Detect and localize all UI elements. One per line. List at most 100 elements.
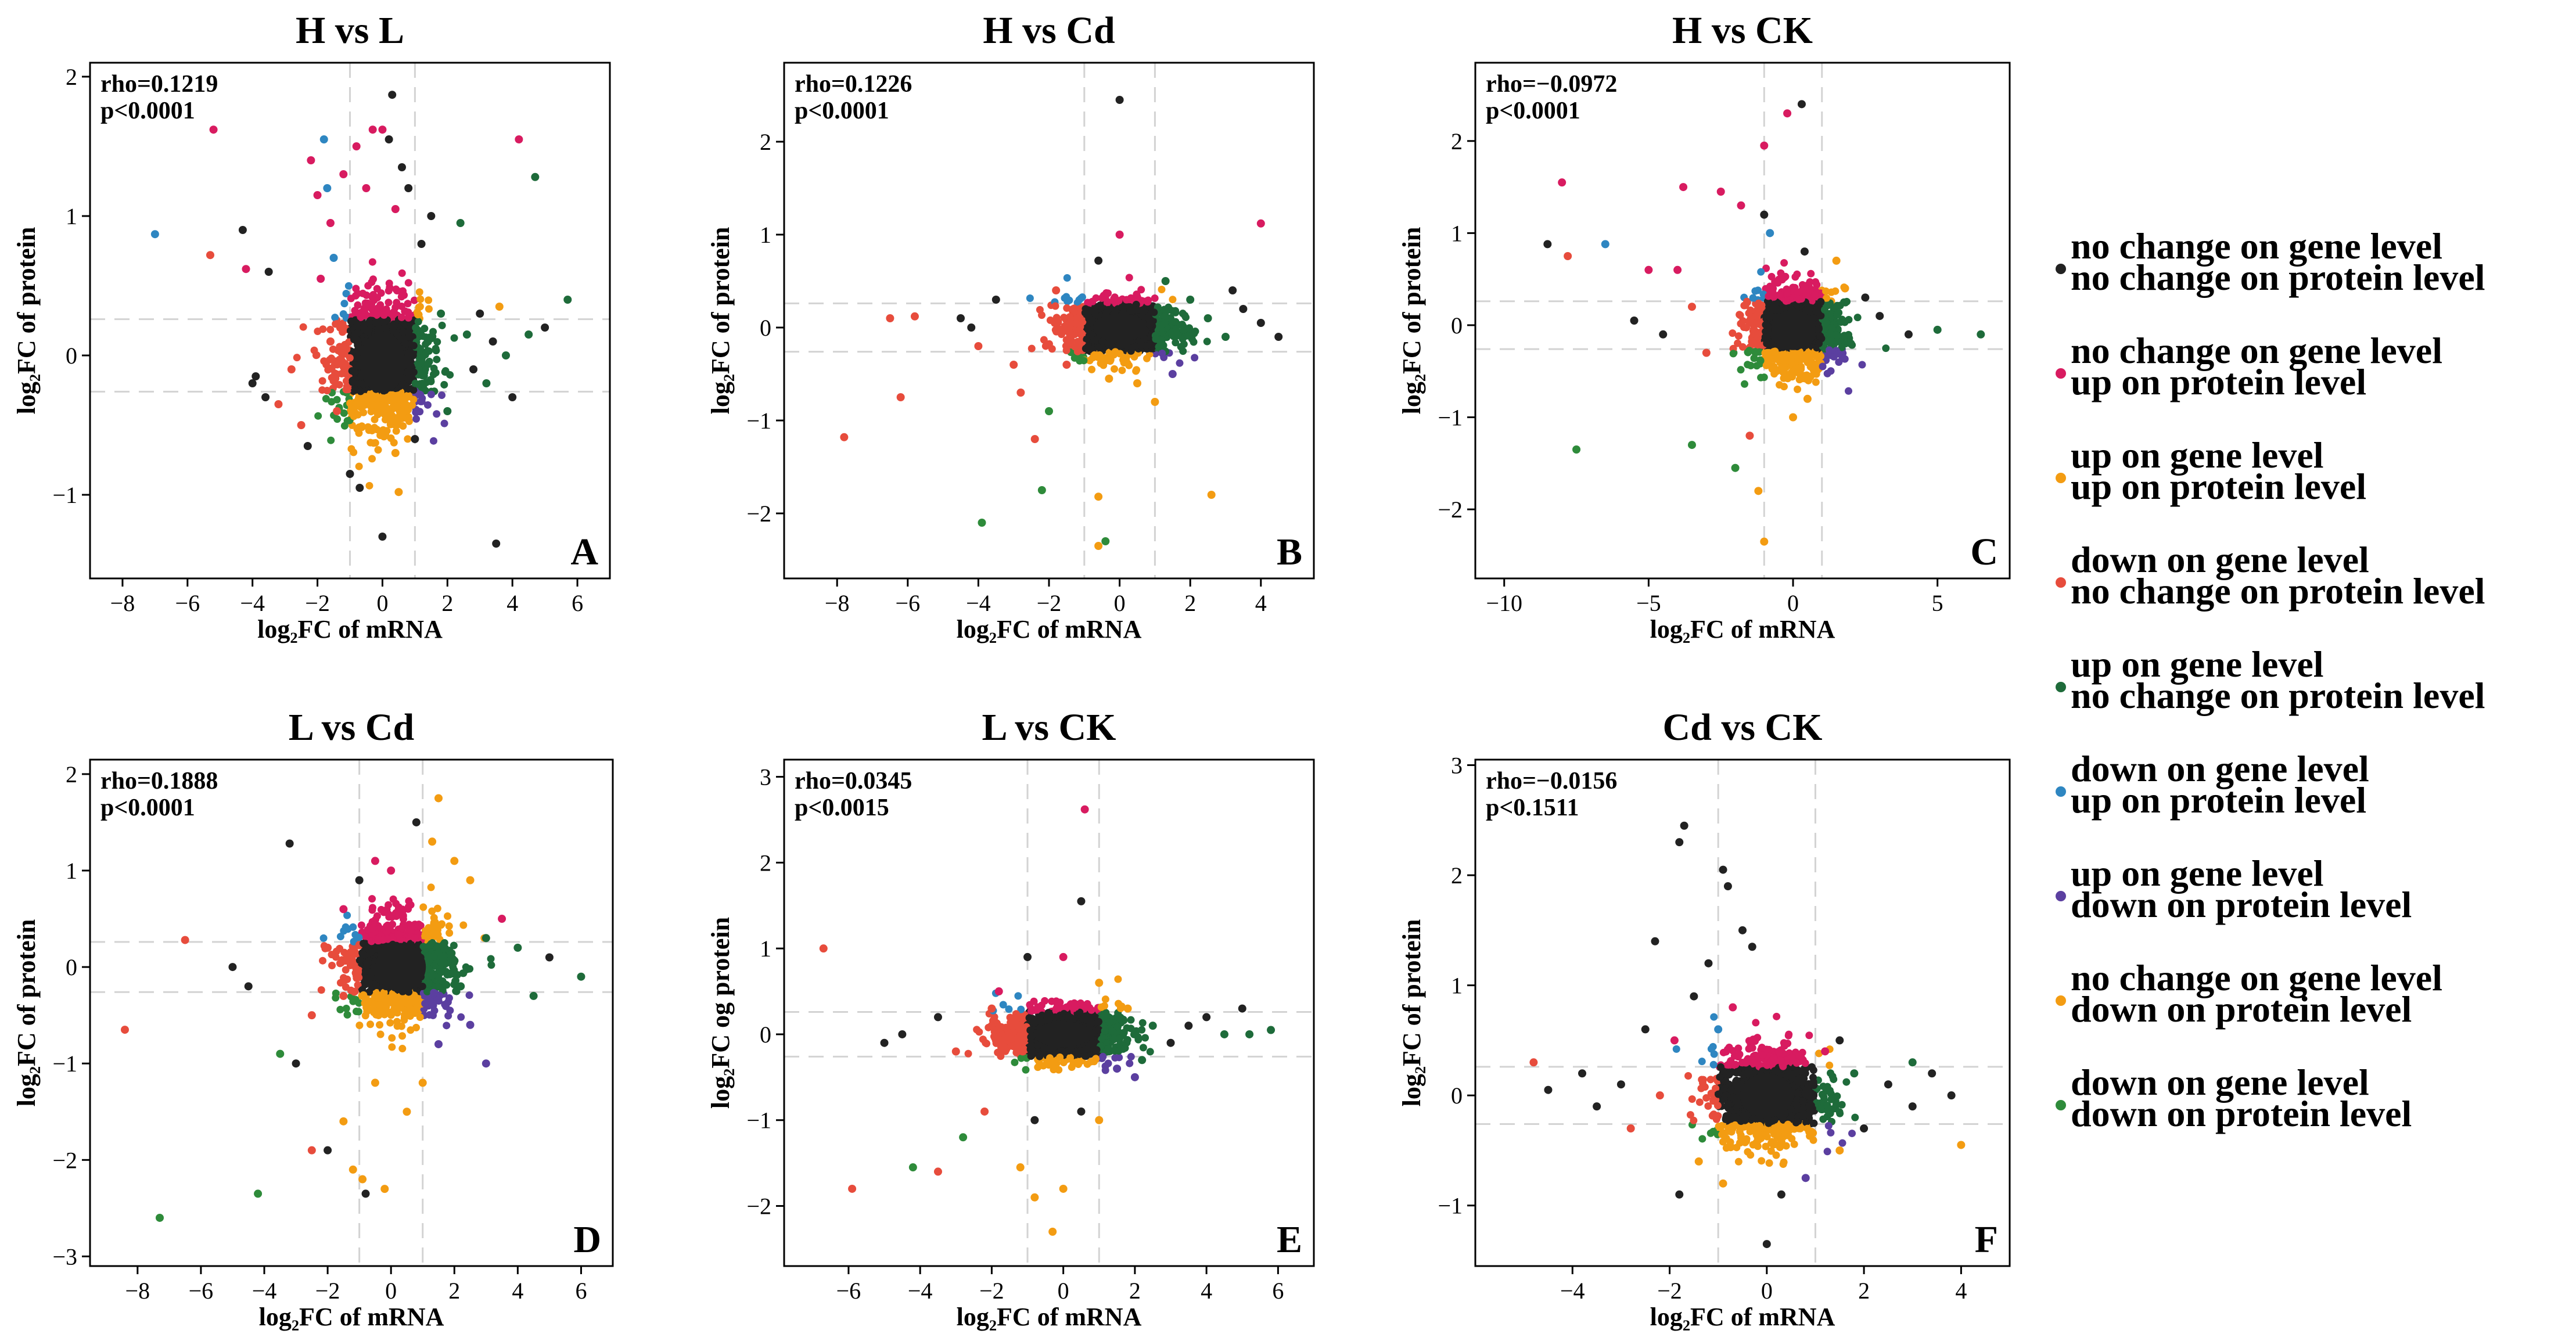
cloud-point	[320, 357, 328, 365]
cloud-point	[1179, 321, 1186, 328]
data-point	[1977, 330, 1985, 339]
rho-value: rho=−0.0972	[1486, 71, 1617, 98]
cloud-point	[361, 312, 368, 319]
cloud-point	[1815, 340, 1823, 347]
cloud-point	[1770, 348, 1777, 355]
data-point	[210, 125, 218, 134]
cloud-point	[1766, 314, 1773, 321]
cloud-point	[1162, 312, 1169, 320]
data-point	[1016, 389, 1025, 397]
data-point	[1572, 445, 1580, 454]
cloud-point	[412, 408, 419, 416]
data-point	[1564, 252, 1572, 260]
cloud-point	[387, 419, 394, 426]
cloud-point	[368, 895, 376, 902]
cloud-point	[368, 455, 376, 462]
cloud-point	[1747, 362, 1755, 369]
cloud-point	[1773, 368, 1780, 375]
cloud-point	[1826, 346, 1833, 354]
cloud-point	[1812, 379, 1820, 386]
cloud-point	[340, 300, 348, 307]
cloud-point	[1794, 289, 1801, 296]
data-point	[369, 125, 377, 134]
data-point	[1038, 486, 1046, 494]
y-tick-label: 2	[760, 129, 771, 155]
data-point	[288, 365, 296, 373]
data-point	[323, 184, 331, 192]
cloud-point	[380, 311, 388, 319]
cloud-point	[349, 367, 356, 375]
cloud-point	[1169, 296, 1176, 303]
y-tick-label: 1	[1451, 220, 1463, 246]
data-point	[1094, 492, 1102, 501]
x-tick-label: −6	[175, 590, 200, 616]
points-group	[840, 96, 1282, 550]
cloud-point	[1737, 320, 1744, 328]
data-point	[897, 393, 905, 401]
data-point	[1558, 178, 1566, 186]
cloud-point	[1780, 375, 1787, 382]
cloud-point	[1150, 308, 1158, 316]
cloud-point	[369, 393, 377, 400]
cloud-point	[1777, 269, 1784, 277]
cloud-point	[404, 435, 411, 443]
cloud-point	[1126, 274, 1133, 281]
data-point	[1798, 100, 1806, 108]
data-point	[1801, 247, 1809, 256]
data-point	[1803, 395, 1812, 403]
cloud-point	[1833, 332, 1841, 339]
data-point	[391, 449, 400, 457]
cloud-point	[424, 401, 432, 409]
cloud-point	[358, 422, 365, 430]
cloud-point	[410, 342, 418, 350]
cloud-point	[451, 334, 458, 341]
data-point	[563, 296, 572, 304]
cloud-point	[393, 403, 401, 411]
data-point	[978, 519, 986, 527]
y-axis-label: log₂FC of protein	[12, 227, 41, 415]
data-point	[418, 240, 426, 248]
cloud-point	[311, 347, 318, 354]
data-point	[524, 330, 533, 339]
x-tick-label: −4	[240, 590, 265, 616]
cloud-point	[1038, 311, 1046, 319]
cloud-point	[1097, 359, 1104, 367]
data-point	[274, 400, 282, 408]
cloud-point	[1841, 332, 1848, 339]
cloud-point	[340, 310, 347, 318]
data-point	[1543, 240, 1551, 248]
data-point	[1688, 303, 1696, 311]
data-point	[346, 470, 354, 478]
x-tick-label: 2	[441, 590, 453, 616]
cloud-point	[393, 287, 401, 294]
y-axis-label: log₂FC of protein	[706, 227, 735, 415]
cloud-point	[372, 319, 379, 326]
panel-letter: B	[1277, 531, 1302, 573]
cloud-point	[1797, 365, 1805, 373]
data-point	[476, 310, 484, 318]
cloud-point	[430, 365, 438, 372]
cloud-point	[1132, 367, 1140, 375]
data-point	[1861, 293, 1869, 301]
dense-core	[360, 332, 405, 393]
data-point	[1905, 330, 1913, 339]
data-point	[1876, 312, 1884, 320]
x-tick-label: 4	[506, 590, 518, 616]
data-point	[508, 393, 516, 401]
data-point	[1133, 379, 1141, 387]
data-point	[242, 265, 250, 273]
cloud-point	[1158, 286, 1165, 293]
cloud-point	[1817, 353, 1824, 360]
data-point	[304, 442, 312, 450]
cloud-point	[1091, 308, 1098, 315]
cloud-point	[1158, 322, 1165, 329]
cloud-point	[1088, 366, 1095, 373]
data-point	[427, 212, 435, 220]
cloud-point	[1833, 302, 1841, 310]
cloud-point	[343, 346, 350, 353]
data-point	[1052, 286, 1060, 294]
data-point	[1169, 370, 1177, 378]
cloud-point	[379, 394, 387, 402]
cloud-point	[1769, 287, 1776, 295]
data-point	[437, 310, 445, 318]
